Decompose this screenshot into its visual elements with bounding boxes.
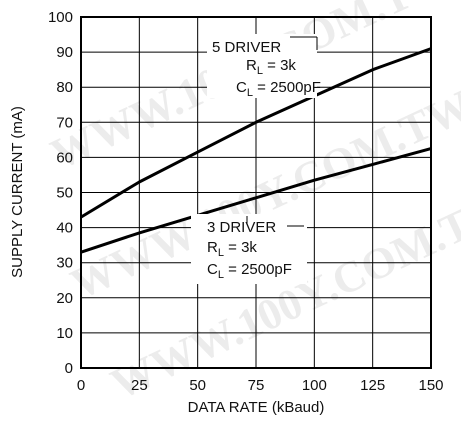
annotation-5-driver: 5 DRIVER RL = 3k CL = 2500pF [207, 34, 321, 99]
y-tick-label: 20 [56, 290, 73, 307]
annotation-5-line-2: RL = 3k [246, 57, 296, 77]
x-tick-label: 25 [131, 377, 148, 394]
plot-frame [80, 16, 432, 369]
series-line-2 [80, 147, 432, 254]
annotation-3-driver: 3 DRIVER RL = 3k CL = 2500pF [191, 214, 307, 284]
y-tick-labels: 0 10 20 30 40 50 60 70 80 90 100 [48, 9, 73, 377]
annotation-3-line-3: CL = 2500pF [207, 261, 292, 281]
x-tick-labels: 0 25 50 75 100 125 150 [77, 377, 444, 394]
y-tick-label: 100 [48, 9, 73, 26]
annotation-5-line-1: 5 DRIVER [212, 39, 281, 56]
y-tick-label: 60 [56, 149, 73, 166]
annotation-5-line-3: CL = 2500pF [236, 79, 321, 99]
y-tick-label: 0 [65, 360, 73, 377]
annotation-3-line-1: 3 DRIVER [207, 219, 276, 236]
y-tick-label: 40 [56, 220, 73, 237]
x-tick-label: 125 [360, 377, 385, 394]
series-line-1 [80, 47, 432, 219]
y-tick-label: 50 [56, 185, 73, 202]
y-tick-label: 90 [56, 44, 73, 61]
x-tick-label: 100 [302, 377, 327, 394]
x-axis-label: DATA RATE (kBaud) [188, 399, 325, 416]
x-tick-label: 75 [248, 377, 265, 394]
series-lines [80, 47, 432, 254]
x-tick-label: 50 [189, 377, 206, 394]
annotation-3-line-2: RL = 3k [207, 239, 257, 259]
y-tick-label: 30 [56, 255, 73, 272]
y-tick-label: 80 [56, 79, 73, 96]
y-tick-label: 70 [56, 114, 73, 131]
y-tick-label: 10 [56, 325, 73, 342]
x-tick-label: 0 [77, 377, 85, 394]
x-tick-label: 150 [418, 377, 443, 394]
y-axis-label: SUPPLY CURRENT (mA) [9, 106, 26, 278]
